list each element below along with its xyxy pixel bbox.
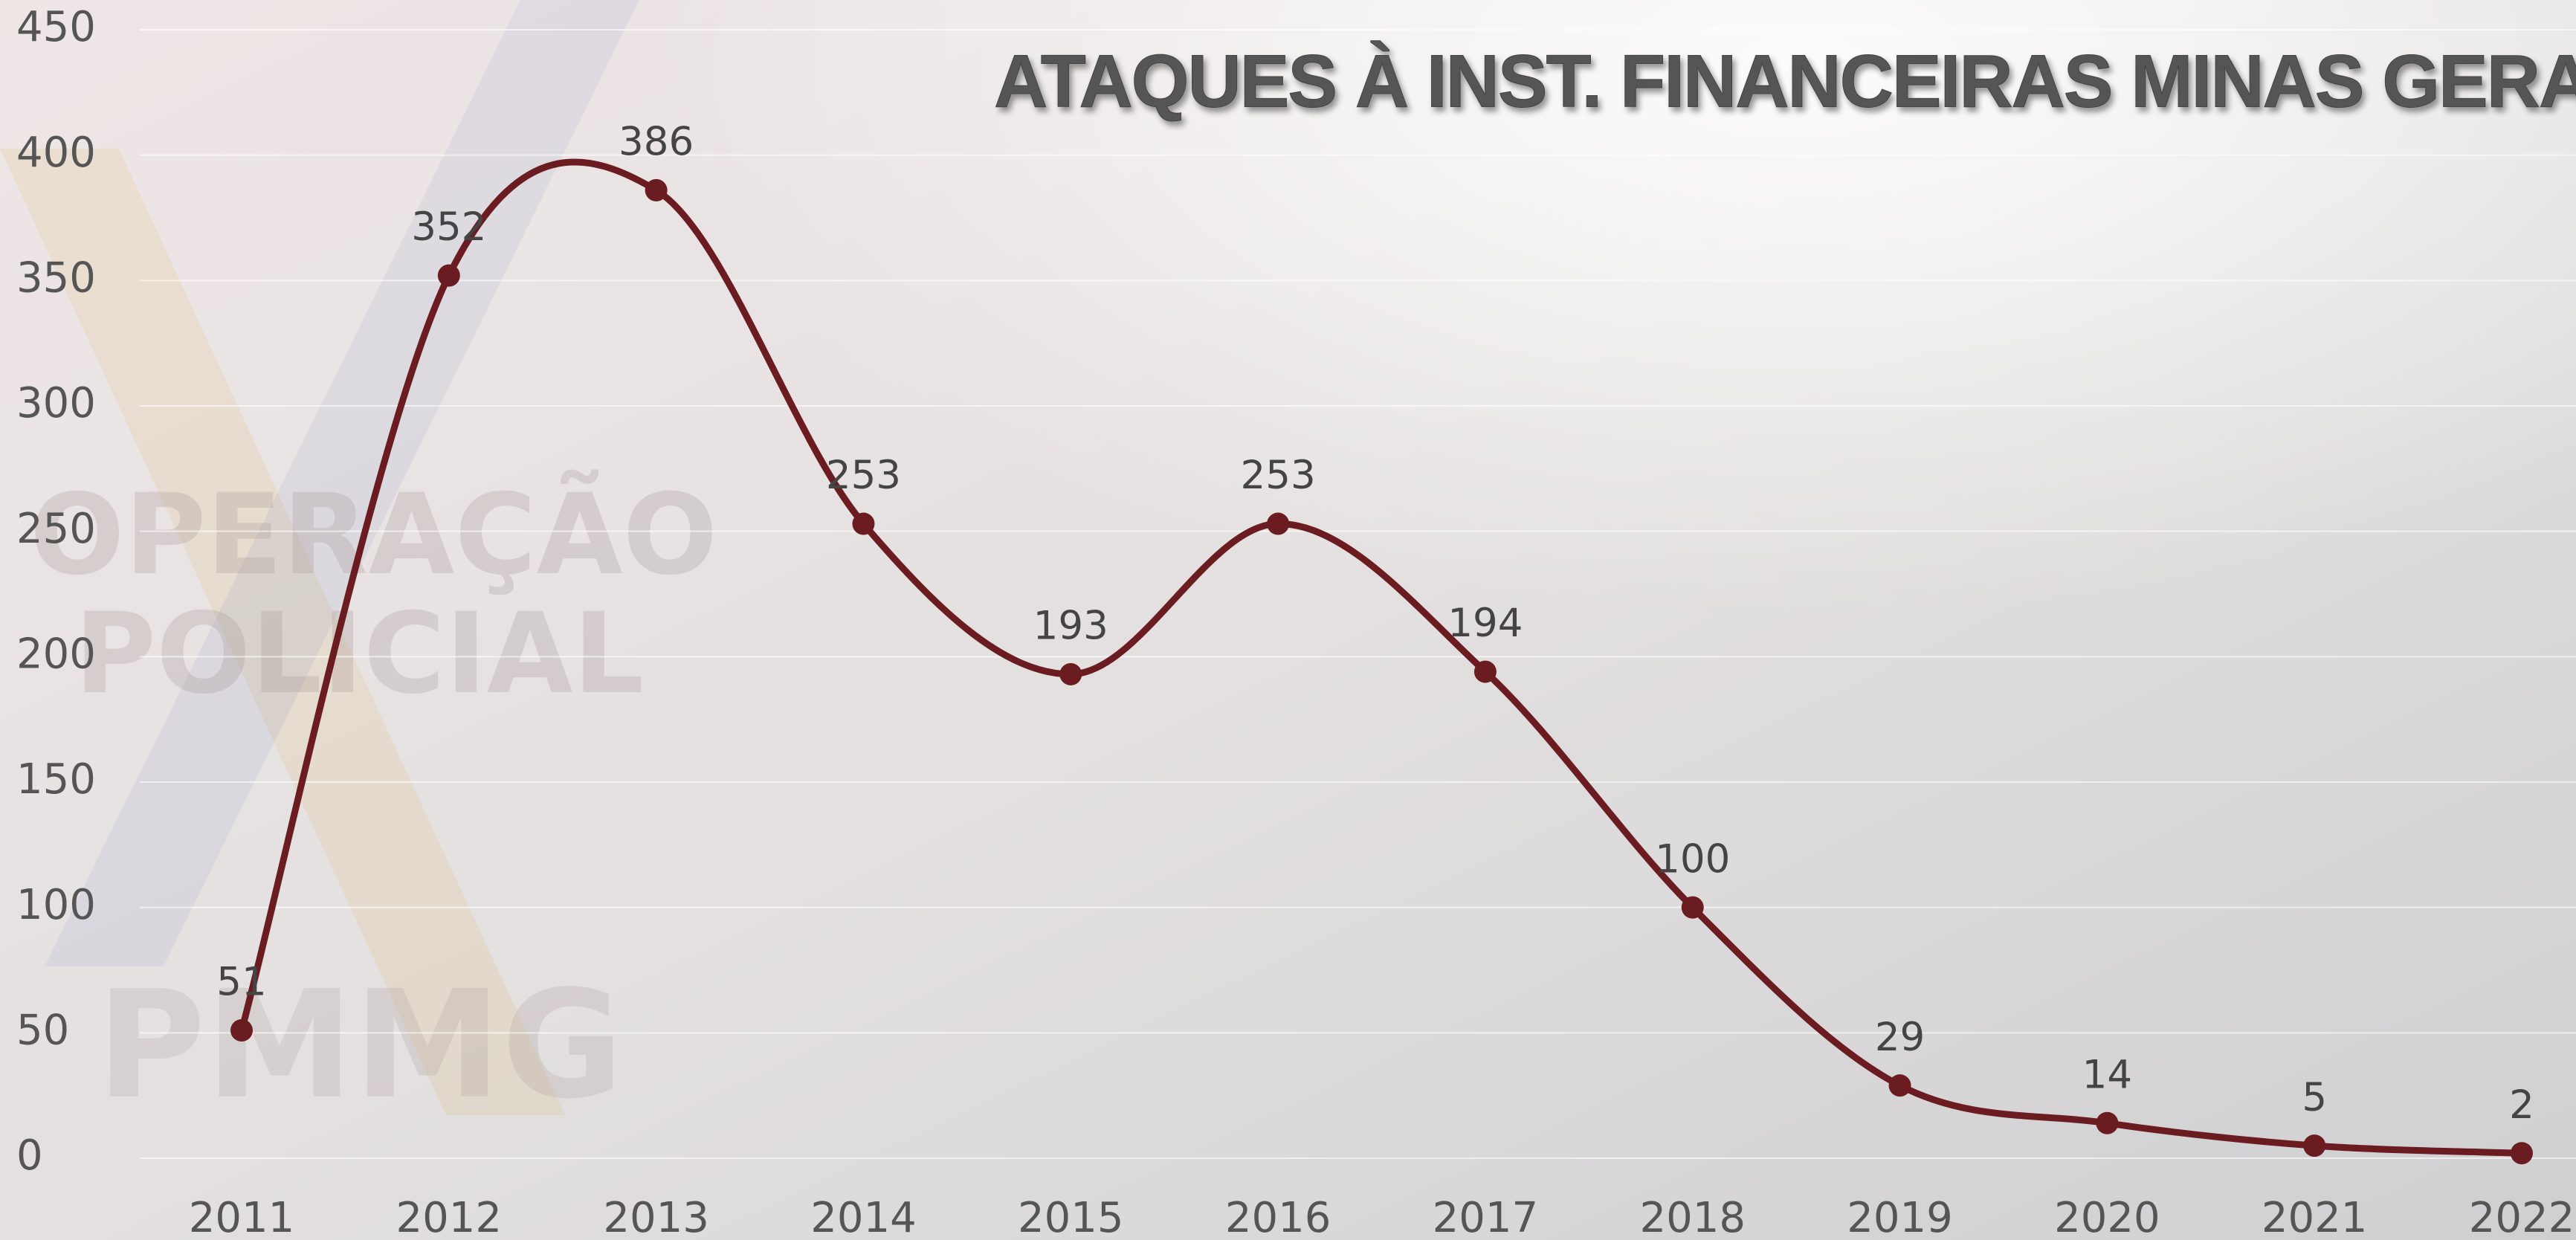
point [1474, 661, 1497, 683]
data-label: 29 [1875, 1015, 1925, 1060]
point [1059, 663, 1082, 685]
point [438, 265, 460, 287]
data-label: 14 [2082, 1052, 2132, 1097]
point [1889, 1074, 1911, 1097]
x-tick-label: 2018 [1639, 1194, 1746, 1240]
x-tick-label: 2015 [1018, 1194, 1124, 1240]
y-tick-label: 100 [16, 881, 96, 929]
y-tick-label: 200 [16, 630, 96, 678]
x-tick-label: 2016 [1225, 1194, 1331, 1240]
data-label: 253 [826, 453, 901, 498]
x-tick-label: 2012 [396, 1194, 503, 1240]
data-label: 5 [2302, 1075, 2327, 1120]
x-tick-label: 2014 [810, 1194, 917, 1240]
data-label: 100 [1655, 836, 1730, 882]
y-tick-label: 250 [16, 505, 96, 553]
x-tick-label: 2011 [189, 1194, 295, 1240]
data-label: 194 [1447, 601, 1523, 646]
data-label: 2 [2509, 1082, 2534, 1128]
x-tick-label: 2020 [2054, 1194, 2160, 1240]
point [1267, 513, 1289, 535]
point [1682, 897, 1704, 919]
y-tick-label: 350 [16, 254, 96, 302]
x-tick-label: 2021 [2262, 1194, 2368, 1240]
chart-title: ATAQUES À INST. FINANCEIRAS MINAS GERAIS [994, 39, 2576, 123]
point [852, 513, 874, 535]
watermark: POLICIAL [74, 590, 644, 719]
watermark: PMMG [97, 959, 624, 1132]
x-tick-label: 2019 [1847, 1194, 1953, 1240]
point [2511, 1142, 2533, 1164]
point [2303, 1134, 2325, 1157]
chart: OPERAÇÃO POLICIAL PMMG ATAQUES À INST. F… [0, 0, 2576, 1240]
y-tick-label: 150 [16, 755, 96, 804]
data-label: 193 [1033, 604, 1108, 649]
y-tick-label: 300 [16, 379, 96, 427]
data-label: 51 [216, 960, 266, 1005]
y-tick-label: 50 [16, 1006, 69, 1054]
data-label: 352 [411, 204, 486, 250]
y-tick-label: 0 [16, 1131, 43, 1180]
point [645, 179, 668, 201]
x-tick-label: 2013 [603, 1194, 709, 1240]
x-tick-label: 2017 [1433, 1194, 1539, 1240]
point [230, 1019, 253, 1042]
x-tick-label: 2022 [2469, 1194, 2575, 1240]
data-label: 253 [1241, 453, 1316, 498]
page: OPERAÇÃO POLICIAL PMMG ATAQUES À INST. F… [0, 0, 2576, 1240]
point [2096, 1112, 2118, 1134]
data-label: 386 [619, 120, 694, 165]
y-tick-label: 450 [16, 3, 96, 51]
y-tick-label: 400 [16, 129, 96, 177]
